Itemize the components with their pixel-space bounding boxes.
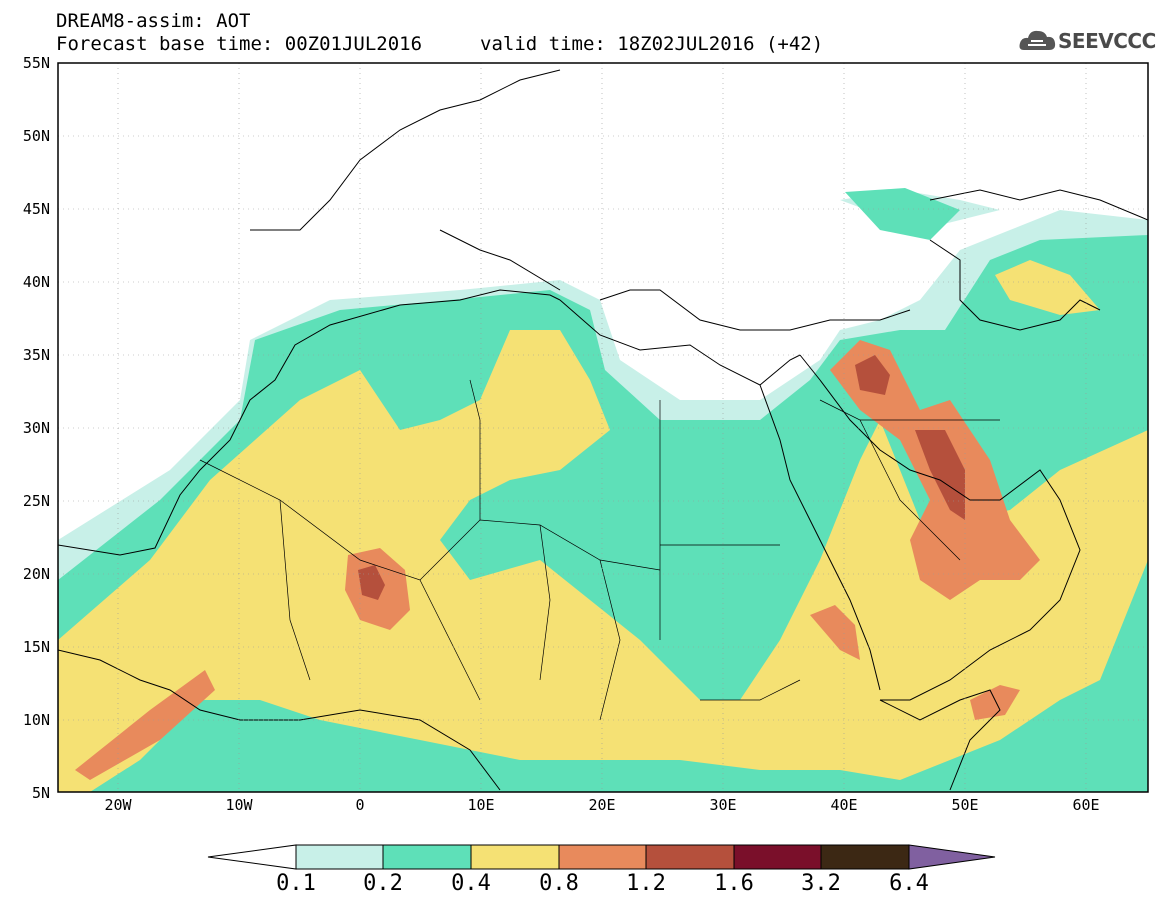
seevccc-logo: SEEVCCC [1018, 24, 1156, 58]
valid-time: valid time: 18Z02JUL2016 (+42) [480, 33, 824, 55]
colorbar [207, 844, 996, 870]
country-borders [199, 379, 1000, 721]
coastlines [58, 69, 1148, 791]
colorbar-label-3.2: 3.2 [801, 871, 841, 896]
aot-band-0.8c [75, 670, 215, 780]
colorbar-high-triangle [908, 844, 996, 870]
aot-band-0.2b [845, 188, 960, 240]
cloud-icon [1019, 30, 1056, 50]
aot-band-1.2b [915, 430, 965, 520]
colorbar-box-4 [558, 844, 647, 870]
colorbar-label-0.4: 0.4 [451, 871, 491, 896]
lat-label-30n: 30N [22, 419, 50, 437]
lat-label-25n: 25N [22, 492, 50, 510]
colorbar-box-2 [382, 844, 472, 870]
colorbar-box-1 [295, 844, 384, 870]
lat-label-10n: 10N [22, 711, 50, 729]
lon-label-20e: 20E [588, 796, 616, 814]
colorbar-label-0.1: 0.1 [276, 871, 316, 896]
lon-label-10e: 10E [467, 796, 495, 814]
lat-label-50n: 50N [22, 127, 50, 145]
colorbar-box-6 [733, 844, 822, 870]
colorbar-low-triangle [207, 844, 297, 870]
lat-label-15n: 15N [22, 638, 50, 656]
colorbar-box-3 [470, 844, 560, 870]
plot-frame [57, 62, 1149, 793]
colorbar-label-0.2: 0.2 [363, 871, 403, 896]
colorbar-label-1.6: 1.6 [714, 871, 754, 896]
title-line-1: DREAM8-assim: AOT [56, 10, 251, 32]
aot-band-0.4b [995, 260, 1100, 315]
lon-label-0: 0 [355, 796, 365, 814]
lat-label-40n: 40N [22, 273, 50, 291]
lon-label-30e: 30E [709, 796, 737, 814]
lon-label-40e: 40E [830, 796, 858, 814]
logo-text: SEEVCCC [1058, 29, 1156, 53]
lon-label-60e: 60E [1072, 796, 1100, 814]
lat-label-5n: 5N [31, 784, 50, 802]
lat-label-20n: 20N [22, 565, 50, 583]
colorbar-label-1.2: 1.2 [626, 871, 666, 896]
graticule [58, 63, 1148, 792]
title-line-2: Forecast base time: 00Z01JUL2016 [56, 33, 423, 55]
lat-label-45n: 45N [22, 200, 50, 218]
colorbar-label-0.8: 0.8 [539, 871, 579, 896]
lon-label-20w: 20W [104, 796, 132, 814]
colorbar-label-6.4: 6.4 [889, 871, 929, 896]
lat-label-35n: 35N [22, 346, 50, 364]
aot-band-1.2 [855, 355, 890, 395]
lon-label-50e: 50E [951, 796, 979, 814]
lon-label-10w: 10W [225, 796, 253, 814]
aot-band-0.8e [810, 605, 860, 660]
colorbar-box-7 [820, 844, 910, 870]
colorbar-box-5 [645, 844, 735, 870]
aot-band-0.8d [970, 685, 1020, 720]
lat-label-55n: 55N [22, 54, 50, 72]
